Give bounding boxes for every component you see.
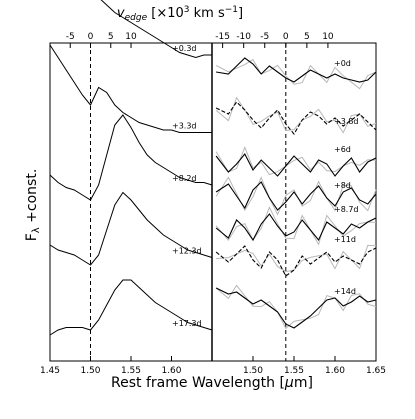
top-tick-label: -15 <box>215 32 230 42</box>
epoch-label: +8.2d <box>172 174 197 183</box>
x-axis-title-main: Rest frame Wavelength [ <box>111 375 285 391</box>
bottom-tick-label: 1.55 <box>121 366 141 376</box>
top-tick-label: -5 <box>66 32 75 42</box>
top-tick-label: 5 <box>108 32 114 42</box>
bottom-tick-label: 1.55 <box>284 366 304 376</box>
bottom-tick-label: 1.65 <box>366 366 386 376</box>
epoch-label: +0.3d <box>172 44 197 53</box>
spectrum-line <box>49 279 213 336</box>
spectrum-line <box>215 153 377 177</box>
spectrum-line <box>215 101 377 135</box>
epoch-label: +3.3d <box>172 122 197 131</box>
top-tick-label: -5 <box>260 32 269 42</box>
raw-spectrum-line <box>215 146 377 176</box>
spectrum-line <box>215 287 377 329</box>
raw-spectrum-line <box>216 244 377 273</box>
epoch-label: +3.8d <box>334 117 359 126</box>
y-axis-title-sub: λ <box>31 227 42 233</box>
spectrum-line <box>49 44 212 133</box>
epoch-label: +17.3d <box>172 319 202 328</box>
bottom-tick-label: 1.45 <box>40 366 60 376</box>
spectrum-line <box>215 213 377 242</box>
y-axis-title: Fλ +const. <box>24 169 42 242</box>
raw-spectrum-line <box>215 58 377 90</box>
epoch-label: +8.7d <box>334 205 359 214</box>
bottom-tick-label: 1.50 <box>243 366 263 376</box>
bottom-tick-label: 1.50 <box>80 366 100 376</box>
raw-spectrum-line <box>215 284 377 330</box>
plot-frame <box>49 42 377 362</box>
raw-spectrum-line <box>215 96 377 134</box>
spectrum-line <box>215 245 377 277</box>
spectrum-line <box>100 0 212 59</box>
top-tick-label: 0 <box>88 32 94 42</box>
x-axis-title: Rest frame Wavelength [μm] <box>111 375 313 391</box>
axes-layer: 1.45 1.50 1.55 1.60 -5 0 5 10 1.50 1.55 1.60 1.65 -1… <box>40 32 386 376</box>
top-axis-title-main: v <box>117 6 125 21</box>
top-axis-title-end: ] <box>238 6 243 21</box>
top-tick-label: 5 <box>304 32 310 42</box>
y-axis-title-rest: +const. <box>24 169 40 228</box>
spectrum-line <box>216 57 377 83</box>
epoch-label: +0d <box>334 59 351 68</box>
bottom-tick-label: 1.60 <box>161 366 181 376</box>
spectrum-line <box>49 114 213 201</box>
top-tick-label: 10 <box>322 32 334 42</box>
top-axis-title-exp2: −1 <box>225 5 238 15</box>
epoch-label: +11d <box>334 235 356 244</box>
top-tick-label: 10 <box>125 32 137 42</box>
x-axis-title-end: m] <box>294 375 313 391</box>
top-axis-title-rest: [×10 <box>147 6 184 21</box>
top-tick-label: -10 <box>236 32 251 42</box>
text-layer: vedge [×103 km s−1] Rest frame Wavelengt… <box>24 5 313 391</box>
spectrum-line <box>215 181 377 211</box>
epoch-label: +8d <box>334 181 351 190</box>
raw-spectrum-line <box>215 206 377 246</box>
top-axis-title-mid: km s <box>189 6 224 21</box>
epoch-label: +14d <box>334 287 356 296</box>
epoch-label: +12.3d <box>172 247 202 256</box>
epoch-label: +6d <box>334 145 351 154</box>
top-axis-title-sub: edge <box>125 13 148 23</box>
top-axis-title: vedge [×103 km s−1] <box>117 5 243 23</box>
spectrum-line <box>49 191 213 266</box>
top-tick-label: 0 <box>283 32 289 42</box>
series-layer: +0.3d +3.3d +8.2d +12.3d +17.3d +0d +3.8d +6d +8… <box>49 0 377 336</box>
top-axis-title-exp1: 3 <box>184 5 190 15</box>
x-axis-title-mu: μ <box>284 375 294 391</box>
y-axis-title-main: F <box>24 233 40 241</box>
bottom-tick-label: 1.60 <box>325 366 345 376</box>
